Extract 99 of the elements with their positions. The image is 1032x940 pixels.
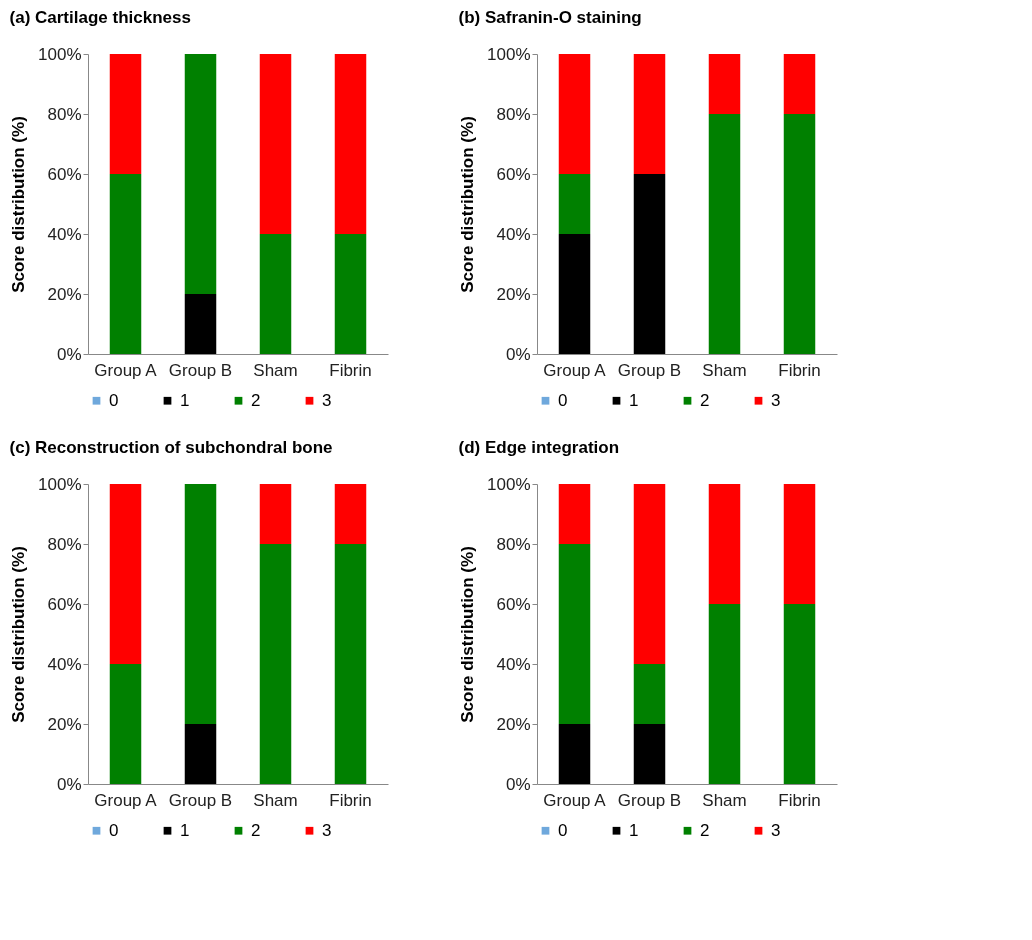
- x-tick-label: Sham: [702, 360, 747, 380]
- bar: [184, 484, 217, 724]
- legend-label: 2: [251, 820, 261, 840]
- y-tick-label: 40%: [47, 654, 82, 674]
- y-tick-label: 100%: [38, 474, 82, 494]
- bar: [109, 54, 142, 174]
- x-tick-label: Fibrin: [778, 790, 821, 810]
- x-tick-label: Sham: [702, 790, 747, 810]
- x-tick-label: Group A: [543, 360, 607, 380]
- legend-label: 1: [629, 820, 639, 840]
- legend-label: 2: [700, 390, 710, 410]
- y-tick-label: 20%: [496, 714, 531, 734]
- bar: [783, 484, 816, 604]
- bar: [558, 484, 591, 544]
- bar: [558, 234, 591, 354]
- legend-label: 0: [109, 390, 119, 410]
- bar: [109, 484, 142, 664]
- x-tick-label: Group B: [168, 360, 233, 380]
- legend-label: 3: [322, 390, 332, 410]
- bar: [558, 724, 591, 784]
- bar: [184, 54, 217, 294]
- legend-label: 0: [558, 820, 568, 840]
- legend-label: 0: [558, 390, 568, 410]
- bar: [633, 484, 666, 664]
- y-tick-label: 60%: [496, 164, 531, 184]
- y-tick-label: 80%: [47, 534, 82, 554]
- x-tick-label: Sham: [253, 360, 298, 380]
- bar: [558, 54, 591, 174]
- y-axis-title: Score distribution (%): [9, 546, 29, 723]
- bar: [708, 484, 741, 604]
- bar: [259, 54, 292, 234]
- x-tick-label: Group B: [617, 790, 682, 810]
- x-tick-label: Fibrin: [329, 360, 372, 380]
- y-tick-label: 80%: [496, 104, 531, 124]
- bar: [633, 54, 666, 174]
- bar: [184, 724, 217, 784]
- bar: [633, 174, 666, 354]
- bar: [184, 294, 217, 354]
- bar: [109, 664, 142, 784]
- bar: [334, 54, 367, 234]
- legend-label: 2: [251, 390, 261, 410]
- bar: [558, 544, 591, 724]
- legend-label: 2: [700, 820, 710, 840]
- y-axis-title: Score distribution (%): [458, 116, 478, 293]
- y-tick-label: 60%: [496, 594, 531, 614]
- bar: [259, 234, 292, 354]
- y-axis-title: Score distribution (%): [458, 546, 478, 723]
- bar: [783, 604, 816, 784]
- bar: [334, 544, 367, 784]
- y-tick-label: 40%: [47, 224, 82, 244]
- bar: [708, 114, 741, 354]
- legend-label: 1: [180, 820, 190, 840]
- y-tick-label: 0%: [56, 344, 82, 364]
- y-tick-label: 20%: [496, 284, 531, 304]
- legend-label: 3: [771, 820, 781, 840]
- chart-title: (a) Cartilage thickness: [9, 8, 191, 27]
- legend-label: 3: [771, 390, 781, 410]
- x-tick-label: Fibrin: [778, 360, 821, 380]
- bar: [109, 174, 142, 354]
- y-tick-label: 40%: [496, 654, 531, 674]
- y-tick-label: 80%: [47, 104, 82, 124]
- y-tick-label: 0%: [505, 344, 531, 364]
- x-tick-label: Group A: [94, 790, 158, 810]
- x-tick-label: Fibrin: [329, 790, 372, 810]
- bar: [334, 484, 367, 544]
- y-tick-label: 80%: [496, 534, 531, 554]
- x-tick-label: Group A: [94, 360, 158, 380]
- bar: [259, 484, 292, 544]
- bar: [334, 234, 367, 354]
- y-tick-label: 60%: [47, 164, 82, 184]
- bar: [633, 664, 666, 724]
- y-tick-label: 60%: [47, 594, 82, 614]
- legend-label: 1: [629, 390, 639, 410]
- bar: [783, 114, 816, 354]
- y-tick-label: 100%: [487, 44, 531, 64]
- x-tick-label: Sham: [253, 790, 298, 810]
- bar: [783, 54, 816, 114]
- chart-title: (c) Reconstruction of subchondral bone: [9, 438, 333, 457]
- y-tick-label: 20%: [47, 284, 82, 304]
- legend-label: 3: [322, 820, 332, 840]
- x-tick-label: Group B: [617, 360, 682, 380]
- bar: [708, 604, 741, 784]
- y-tick-label: 20%: [47, 714, 82, 734]
- chart-title: (b) Safranin-O staining: [458, 8, 642, 27]
- y-tick-label: 0%: [505, 774, 531, 794]
- bar: [259, 544, 292, 784]
- y-tick-label: 40%: [496, 224, 531, 244]
- legend-label: 0: [109, 820, 119, 840]
- x-tick-label: Group B: [168, 790, 233, 810]
- bar: [633, 724, 666, 784]
- y-tick-label: 100%: [38, 44, 82, 64]
- bar: [558, 174, 591, 234]
- legend-label: 1: [180, 390, 190, 410]
- x-tick-label: Group A: [543, 790, 607, 810]
- chart-title: (d) Edge integration: [458, 438, 620, 457]
- y-tick-label: 100%: [487, 474, 531, 494]
- y-axis-title: Score distribution (%): [9, 116, 29, 293]
- y-tick-label: 0%: [56, 774, 82, 794]
- bar: [708, 54, 741, 114]
